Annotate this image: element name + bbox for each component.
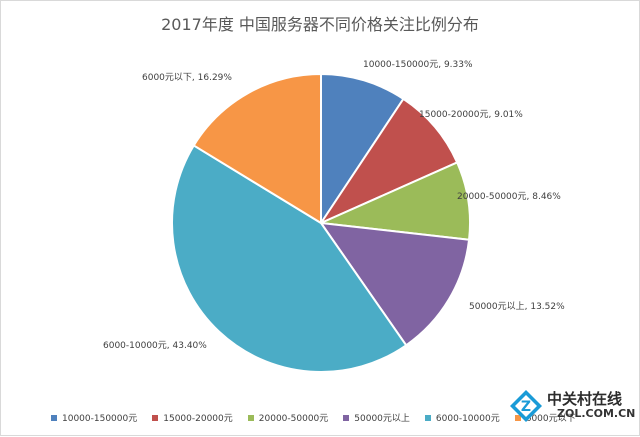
legend-label: 6000-10000元 [435, 414, 500, 424]
chart-title: 2017年度 中国服务器不同价格关注比例分布 [161, 15, 479, 34]
legend-swatch [514, 414, 521, 421]
legend-label: 6000元以下 [525, 414, 576, 424]
watermark: Z 中关村在线 ZOL.COM.CN [509, 385, 635, 429]
zol-logo-icon: Z [510, 390, 542, 422]
legend-swatch [51, 414, 57, 421]
pie-slice-1 [318, 97, 459, 226]
legend-item: 10000-150000元 [51, 411, 137, 424]
data-label-0: 10000-150000元, 9.33% [363, 60, 473, 70]
pie-slice-4 [170, 144, 408, 374]
legend-label: 10000-150000元 [62, 414, 138, 424]
legend-label: 15000-20000元 [163, 414, 233, 424]
legend: 10000-150000元 15000-20000元 20000-50000元 500… [51, 411, 591, 424]
legend-swatch [424, 414, 431, 421]
legend-label: 20000-50000元 [258, 414, 329, 424]
data-label-4: 6000-10000元, 43.40% [103, 341, 207, 351]
svg-text:Z: Z [521, 399, 531, 415]
data-label-5: 6000元以下, 16.29% [142, 73, 232, 83]
legend-label: 50000元以上 [354, 414, 410, 424]
legend-swatch [343, 414, 350, 421]
legend-item: 6000元以下 [514, 411, 576, 424]
legend-swatch [247, 414, 254, 421]
legend-item: 6000-10000元 [424, 411, 500, 424]
watermark-en: ZOL.COM.CN [557, 407, 636, 420]
legend-item: 15000-20000元 [152, 411, 233, 424]
data-label-1: 15000-20000元, 9.01% [419, 110, 523, 120]
legend-item: 20000-50000元 [247, 411, 329, 424]
data-label-3: 50000元以上, 13.52% [469, 302, 565, 312]
legend-item: 50000元以上 [343, 411, 410, 424]
data-label-2: 20000-50000元, 8.46% [457, 192, 561, 202]
pie-slice-3 [318, 221, 471, 347]
legend-swatch [152, 414, 159, 421]
pie-slice-5 [192, 72, 322, 225]
watermark-cn: 中关村在线 [547, 390, 623, 408]
pie-slice-0 [320, 72, 405, 227]
